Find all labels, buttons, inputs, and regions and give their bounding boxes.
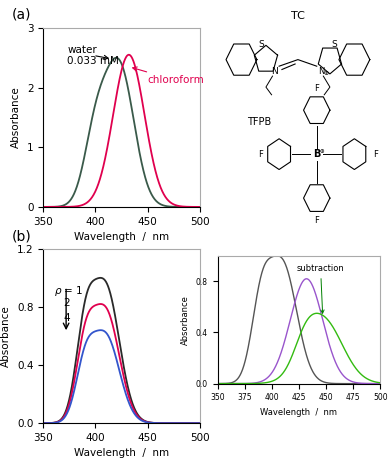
Text: S: S xyxy=(332,40,338,49)
X-axis label: Wavelength  /  nm: Wavelength / nm xyxy=(74,448,169,458)
Text: N: N xyxy=(271,67,278,76)
Text: ⊕: ⊕ xyxy=(319,149,324,154)
X-axis label: Wavelength  /  nm: Wavelength / nm xyxy=(74,232,169,242)
Text: (b): (b) xyxy=(12,229,31,243)
Text: water
0.033 mM: water 0.033 mM xyxy=(67,45,119,66)
Text: 2: 2 xyxy=(63,298,70,308)
Text: B: B xyxy=(313,149,320,159)
Text: F: F xyxy=(258,150,263,159)
Text: $\rho$ = 1: $\rho$ = 1 xyxy=(54,284,83,298)
Text: TC: TC xyxy=(291,11,305,21)
Text: ⊕: ⊕ xyxy=(324,72,329,76)
Text: (a): (a) xyxy=(12,8,31,22)
Text: 4: 4 xyxy=(63,313,70,323)
Text: F: F xyxy=(373,150,377,159)
Y-axis label: Absorbance: Absorbance xyxy=(181,295,190,345)
Text: S: S xyxy=(258,40,264,49)
Text: N: N xyxy=(318,67,325,76)
Text: TFPB: TFPB xyxy=(247,117,271,127)
Text: subtraction: subtraction xyxy=(297,264,345,313)
Text: F: F xyxy=(314,216,319,225)
X-axis label: Wavelength  /  nm: Wavelength / nm xyxy=(260,408,338,417)
Y-axis label: Absorbance: Absorbance xyxy=(11,86,21,148)
Y-axis label: Absorbance: Absorbance xyxy=(1,305,11,367)
Text: chloroform: chloroform xyxy=(133,67,204,86)
Text: F: F xyxy=(314,84,319,93)
